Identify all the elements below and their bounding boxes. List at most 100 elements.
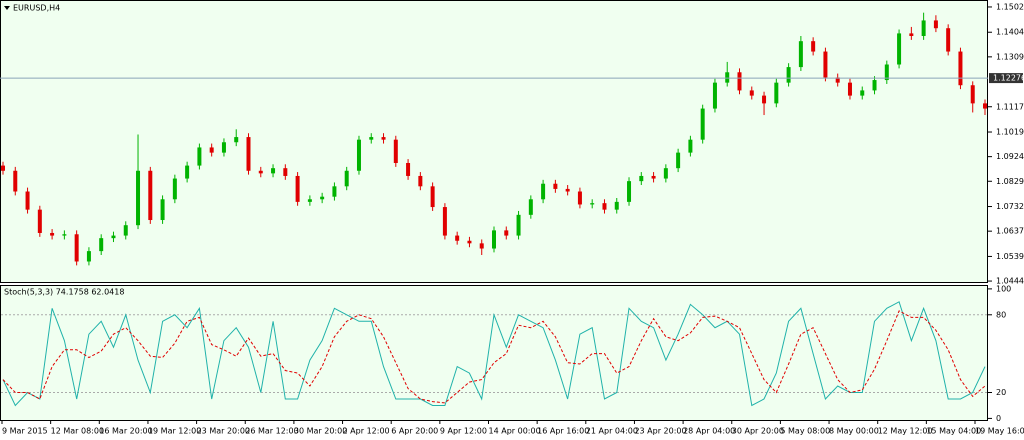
candle-body — [344, 170, 349, 187]
candle-body — [872, 80, 877, 91]
candle-body — [884, 64, 889, 81]
x-tick-label: 6 Apr 20:00 — [391, 427, 438, 436]
candle-body — [823, 51, 828, 78]
x-tick-label: 21 Apr 04:00 — [586, 427, 638, 436]
candle-body — [197, 147, 202, 166]
dropdown-arrow[interactable] — [4, 6, 10, 10]
candle-body — [504, 230, 509, 236]
candle-body — [688, 139, 693, 153]
candle-body — [356, 139, 361, 171]
candle-body — [516, 214, 521, 236]
y-tick-label: 20 — [996, 388, 1006, 397]
y-tick-label: 0 — [996, 414, 1001, 423]
x-tick-label: 30 Mar 20:00 — [294, 427, 347, 436]
x-tick-label: 26 Mar 12:00 — [245, 427, 298, 436]
y-tick-label: 1.13095 — [996, 52, 1024, 61]
candle-body — [99, 238, 104, 252]
candle-body — [725, 72, 730, 83]
candle-body — [50, 232, 55, 236]
candle-body — [541, 183, 546, 200]
y-tick-label: 1.15020 — [996, 2, 1024, 11]
candle-body — [479, 243, 484, 249]
x-tick-label: 23 Apr 20:00 — [634, 427, 686, 436]
price-label-box — [989, 73, 1023, 84]
x-tick-label: 15 May 04:00 — [926, 427, 981, 436]
candle-body — [332, 186, 337, 197]
y-tick-label: 100 — [996, 284, 1011, 293]
candle-body — [467, 240, 472, 244]
y-tick-label: 1.04445 — [996, 277, 1024, 286]
candle-body — [111, 235, 116, 239]
x-tick-label: 9 Mar 2015 — [2, 427, 48, 436]
candle-body — [406, 162, 411, 176]
candle-body — [418, 175, 423, 187]
candle-body — [970, 85, 975, 104]
candle-body — [172, 178, 177, 200]
candle-body — [283, 168, 288, 176]
candle-body — [651, 175, 656, 179]
candle-body — [74, 234, 79, 262]
candle-body — [528, 199, 533, 215]
x-tick-label: 12 Mar 08:00 — [51, 427, 104, 436]
candle-body — [921, 20, 926, 36]
candle-body — [737, 72, 742, 91]
candle-body — [811, 41, 816, 52]
candle-body — [676, 152, 681, 169]
candle-body — [774, 82, 779, 104]
x-tick-label: 19 May 16:00 — [975, 427, 1024, 436]
candle-body — [553, 183, 558, 189]
candle-body — [246, 137, 251, 171]
candle-body — [307, 199, 312, 202]
y-tick-label: 1.07320 — [996, 202, 1024, 211]
candle-body — [492, 230, 496, 249]
y-tick-label: 1.08295 — [996, 177, 1024, 186]
x-tick-label: 12 May 12:00 — [878, 427, 933, 436]
y-tick-label: 1.14045 — [996, 28, 1024, 37]
candle-body — [209, 147, 214, 153]
candle-body — [25, 191, 30, 210]
candle-body — [320, 196, 325, 200]
candle-body — [700, 108, 705, 140]
x-tick-label: 14 Apr 00:00 — [489, 427, 541, 436]
candle-body — [786, 67, 791, 83]
candle-body — [946, 28, 951, 52]
candle-body — [185, 165, 190, 179]
indicator-title: Stoch(5,3,3) 74.1758 62.0418 — [4, 288, 124, 297]
candle-body — [565, 188, 570, 192]
candle-body — [258, 170, 263, 174]
candle-body — [442, 207, 447, 236]
candle-body — [123, 225, 128, 236]
candle-body — [62, 234, 67, 236]
candle-body — [602, 203, 607, 210]
candle-body — [160, 199, 165, 221]
candle-body — [86, 251, 91, 262]
candle-body — [234, 137, 239, 143]
candle-body — [958, 51, 963, 86]
candle-body — [835, 77, 840, 83]
stochastic-line — [2, 301, 986, 407]
y-tick-label: 1.06370 — [996, 227, 1024, 236]
y-tick-label: 1.10195 — [996, 128, 1024, 137]
candle-body — [430, 186, 435, 208]
candle-body — [271, 168, 276, 174]
x-tick-label: 19 Mar 12:00 — [148, 427, 201, 436]
candle-body — [847, 82, 852, 96]
candle-body — [13, 170, 18, 192]
y-tick-label: 1.09245 — [996, 152, 1024, 161]
candle-body — [37, 209, 42, 233]
candle-body — [148, 170, 153, 221]
x-tick-label: 28 Apr 04:00 — [683, 427, 735, 436]
x-tick-label: 8 May 00:00 — [829, 427, 879, 436]
candle-body — [136, 170, 141, 226]
candle-body — [983, 103, 987, 109]
x-tick-label: 23 Mar 20:00 — [197, 427, 250, 436]
candle-body — [909, 33, 914, 36]
candle-body — [221, 142, 226, 153]
candle-body — [381, 137, 386, 140]
candle-body — [295, 175, 300, 202]
x-tick-label: 30 Apr 20:00 — [732, 427, 784, 436]
y-tick-label: 1.05395 — [996, 252, 1024, 261]
x-tick-label: 9 Apr 12:00 — [440, 427, 487, 436]
candle-body — [933, 20, 938, 29]
